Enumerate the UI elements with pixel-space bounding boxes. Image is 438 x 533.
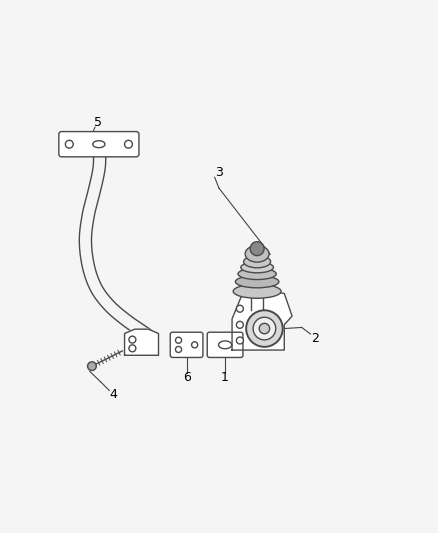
Circle shape — [88, 362, 96, 370]
Circle shape — [259, 324, 270, 334]
Text: 1: 1 — [221, 372, 229, 384]
Text: 6: 6 — [183, 372, 191, 384]
FancyBboxPatch shape — [59, 132, 139, 157]
Ellipse shape — [235, 276, 279, 288]
Circle shape — [65, 140, 73, 148]
Text: 4: 4 — [110, 389, 118, 401]
FancyBboxPatch shape — [207, 332, 243, 358]
Ellipse shape — [238, 268, 276, 279]
Text: 5: 5 — [94, 116, 102, 128]
Ellipse shape — [233, 284, 281, 298]
Circle shape — [250, 241, 264, 256]
Circle shape — [246, 310, 283, 347]
Circle shape — [129, 336, 136, 343]
Circle shape — [176, 346, 182, 352]
Circle shape — [129, 345, 136, 352]
Text: 2: 2 — [311, 332, 319, 345]
Circle shape — [237, 321, 244, 328]
Polygon shape — [232, 288, 292, 350]
Ellipse shape — [245, 246, 269, 262]
FancyBboxPatch shape — [170, 332, 203, 358]
Ellipse shape — [241, 262, 273, 273]
Polygon shape — [124, 329, 159, 356]
Circle shape — [253, 317, 276, 340]
Ellipse shape — [219, 341, 232, 349]
Circle shape — [191, 342, 198, 348]
Circle shape — [237, 337, 244, 344]
Circle shape — [124, 140, 132, 148]
Ellipse shape — [244, 256, 271, 268]
Text: 3: 3 — [215, 166, 223, 179]
Ellipse shape — [93, 141, 105, 148]
Circle shape — [176, 337, 182, 343]
Circle shape — [237, 305, 244, 312]
